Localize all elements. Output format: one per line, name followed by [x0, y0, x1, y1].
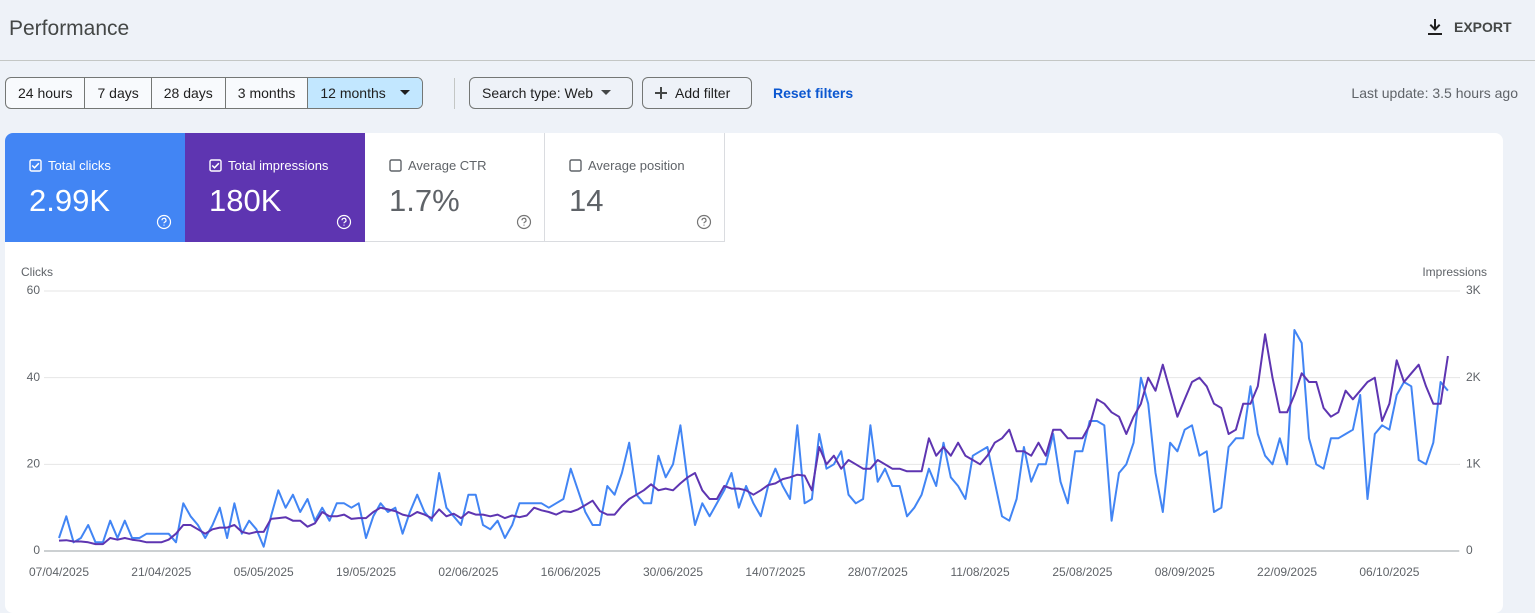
y2-tick-label: 3K [1466, 283, 1481, 297]
help-mark [521, 217, 527, 226]
metric-value: 1.7% [389, 183, 460, 218]
dropdown-arrow [601, 90, 612, 95]
date-range-button[interactable]: 28 days [152, 78, 226, 108]
help-icon [696, 214, 712, 230]
metric-card[interactable]: Total clicks 2.99K [5, 133, 185, 242]
x-tick-label: 05/05/2025 [234, 565, 294, 579]
y-tick-label: 20 [27, 457, 41, 471]
plus-icon [655, 87, 667, 99]
date-range-label: 7 days [97, 85, 139, 101]
y-tick-label: 40 [27, 370, 41, 384]
x-tick-label: 02/06/2025 [438, 565, 498, 579]
x-tick-label: 14/07/2025 [745, 565, 805, 579]
x-tick-label: 28/07/2025 [848, 565, 908, 579]
series-line [58, 329, 1449, 548]
metric-value: 14 [569, 183, 604, 218]
checkbox [29, 159, 42, 172]
metric-value: 2.99K [29, 183, 111, 218]
export-button[interactable]: EXPORT [1426, 18, 1512, 36]
metric-label-text: Total clicks [48, 158, 111, 173]
divider [0, 60, 1535, 61]
date-range-label: 24 hours [18, 85, 73, 101]
add-filter-button[interactable]: Add filter [642, 77, 752, 109]
help-mark [701, 217, 707, 226]
checkbox [569, 159, 582, 172]
x-tick-label: 19/05/2025 [336, 565, 396, 579]
divider [454, 78, 455, 109]
metric-card[interactable]: Average CTR 1.7% [365, 133, 545, 242]
help-circle [156, 214, 172, 230]
x-tick-label: 21/04/2025 [131, 565, 191, 579]
date-range-group: 24 hours 7 days 28 days 3 months 12 months [5, 77, 423, 109]
checkbox-box [569, 159, 582, 172]
export-label: EXPORT [1454, 19, 1512, 35]
checkmark [31, 162, 40, 169]
x-tick-label: 06/10/2025 [1359, 565, 1419, 579]
metric-card[interactable]: Average position 14 [545, 133, 725, 242]
metric-label: Average CTR [389, 158, 487, 173]
download-icon [1428, 19, 1442, 35]
metric-label-text: Average position [588, 158, 685, 173]
checkmark [211, 162, 220, 169]
metric-label-text: Total impressions [228, 158, 329, 173]
checkbox-box [389, 159, 402, 172]
x-tick-label: 07/04/2025 [29, 565, 89, 579]
metric-value: 180K [209, 183, 282, 218]
y-tick-label: 60 [27, 283, 41, 297]
date-range-label: 28 days [163, 85, 213, 101]
add-filter-label: Add filter [675, 85, 731, 101]
search-type-label: Search type: Web [482, 85, 594, 101]
metric-label-text: Average CTR [408, 158, 487, 173]
date-range-button[interactable]: 7 days [85, 78, 152, 108]
help-mark [341, 217, 347, 226]
arrow [399, 90, 410, 95]
date-range-label: 3 months [237, 85, 296, 101]
x-tick-label: 08/09/2025 [1155, 565, 1215, 579]
checkbox-box [209, 159, 222, 172]
help-circle [696, 214, 712, 230]
last-update: Last update: 3.5 hours ago [1351, 85, 1518, 101]
checkbox [389, 159, 402, 172]
page-title: Performance [9, 17, 130, 40]
date-range-button[interactable]: 12 months [308, 78, 422, 108]
help-icon [156, 214, 172, 230]
x-tick-label: 22/09/2025 [1257, 565, 1317, 579]
dropdown-arrow [399, 90, 410, 95]
help-circle [516, 214, 532, 230]
metric-label: Total impressions [209, 158, 328, 173]
search-type-button[interactable]: Search type: Web [469, 77, 633, 109]
metric-label: Average position [569, 158, 685, 173]
x-tick-label: 30/06/2025 [643, 565, 703, 579]
x-tick-label: 16/06/2025 [541, 565, 601, 579]
y2-tick-label: 2K [1466, 370, 1481, 384]
metric-label: Total clicks [29, 158, 111, 173]
y-tick-label: 0 [33, 543, 40, 557]
y2-tick-label: 1K [1466, 457, 1481, 471]
axis-title: Impressions [1422, 265, 1487, 279]
help-icon [336, 214, 352, 230]
date-range-label: 12 months [320, 85, 386, 101]
y2-tick-label: 0 [1466, 543, 1473, 557]
help-icon [516, 214, 532, 230]
chart: Clicks Impressions 0 20 40 60 0 1K 2K 3K 07/04/202… [21, 265, 1487, 579]
checkbox-box [29, 159, 42, 172]
series-line [58, 333, 1449, 546]
axis-title: Clicks [21, 265, 53, 279]
checkbox [209, 159, 222, 172]
help-circle [336, 214, 352, 230]
reset-filters-link[interactable]: Reset filters [773, 85, 854, 101]
x-tick-label: 25/08/2025 [1052, 565, 1112, 579]
date-range-button[interactable]: 24 hours [6, 78, 86, 108]
metric-card[interactable]: Total impressions 180K [185, 133, 365, 242]
help-mark [161, 217, 167, 226]
date-range-button[interactable]: 3 months [226, 78, 309, 108]
x-tick-label: 11/08/2025 [950, 565, 1009, 579]
